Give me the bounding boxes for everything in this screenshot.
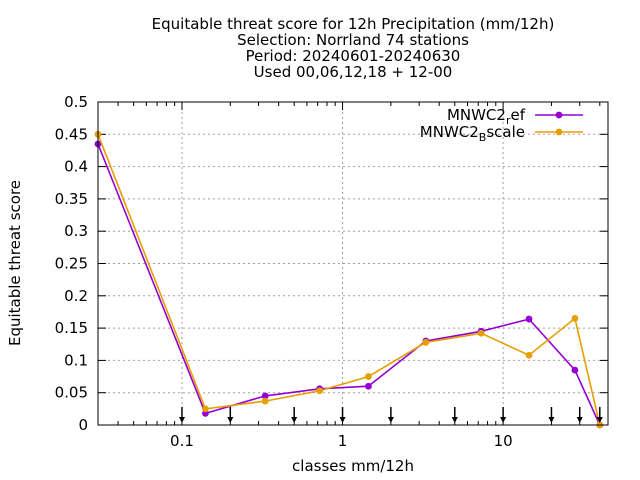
y-axis-ticks: 0 0.05 0.1 0.15 0.2 0.25 0.3 0.35 0.4 0.45 0.5 — [55, 93, 608, 434]
class-markers — [178, 407, 603, 423]
class-marker-arrow — [576, 417, 583, 423]
x-tick-label: 10 — [494, 432, 513, 450]
series-1-point — [261, 392, 269, 400]
series-line-2 — [97, 134, 601, 426]
series-1-point — [525, 315, 533, 323]
y-tick-label: 0 — [78, 416, 88, 434]
legend-name-base: MNWC2 — [447, 106, 506, 124]
y-tick-label: 0.1 — [64, 351, 88, 369]
y-tick-label: 0.25 — [55, 255, 88, 273]
series-2-point — [571, 315, 579, 322]
series-2-point — [365, 373, 372, 380]
x-tick-label: 0.1 — [170, 432, 194, 450]
x-axis-ticks: 0.1 1 10 — [117, 102, 601, 450]
y-tick-label: 0.4 — [64, 158, 88, 176]
series-2-point — [422, 338, 430, 346]
series-2-point — [202, 405, 209, 413]
class-marker-arrow — [387, 417, 394, 423]
series-2-point — [316, 387, 324, 395]
x-tick-label: 1 — [338, 432, 348, 450]
legend-entry-2: MNWC2Bscale — [420, 123, 525, 144]
y-tick-label: 0.35 — [55, 190, 88, 208]
title-line-2: Selection: Norrland 74 stations — [237, 31, 469, 49]
class-marker-arrow — [500, 417, 507, 423]
series-2-point — [477, 329, 485, 337]
y-tick-label: 0.2 — [64, 287, 88, 305]
title-line-1: Equitable threat score for 12h Precipita… — [152, 15, 555, 33]
class-marker-arrow — [178, 417, 185, 423]
series-1-point — [365, 382, 372, 390]
class-marker-arrow — [291, 417, 298, 423]
legend-name-sub: r — [506, 114, 511, 127]
class-marker-arrow — [596, 417, 603, 423]
series-2-point — [261, 397, 269, 405]
legend-name-rest: ef — [510, 106, 525, 124]
legend-name-sub: B — [479, 131, 487, 144]
y-tick-label: 0.5 — [64, 93, 88, 111]
class-marker-arrow — [451, 417, 458, 423]
series-1-point — [571, 366, 579, 374]
legend-name-base: MNWC2 — [420, 123, 479, 141]
legend-name-rest: scale — [486, 123, 525, 141]
class-marker-arrow — [548, 417, 555, 423]
y-tick-label: 0.45 — [55, 125, 88, 143]
title-line-4: Used 00,06,12,18 + 12-00 — [254, 63, 453, 81]
legend-swatch-point — [555, 111, 563, 119]
series-2-point — [525, 351, 533, 359]
title-line-3: Period: 20240601-20240630 — [246, 47, 461, 65]
grid — [98, 102, 608, 425]
series-lines — [94, 130, 604, 429]
chart-title: Equitable threat score for 12h Precipita… — [152, 15, 555, 81]
plot-frame — [97, 101, 609, 426]
y-tick-label: 0.15 — [55, 319, 88, 337]
x-axis-label: classes mm/12h — [292, 457, 414, 475]
y-tick-label: 0.05 — [55, 384, 88, 402]
class-marker-arrow — [227, 417, 234, 423]
legend-entry-1: MNWC2ref — [447, 106, 526, 127]
y-tick-label: 0.3 — [64, 222, 88, 240]
class-marker-arrow — [339, 417, 346, 423]
y-axis-label: Equitable threat score — [6, 180, 24, 346]
legend-swatch-point — [555, 128, 563, 136]
